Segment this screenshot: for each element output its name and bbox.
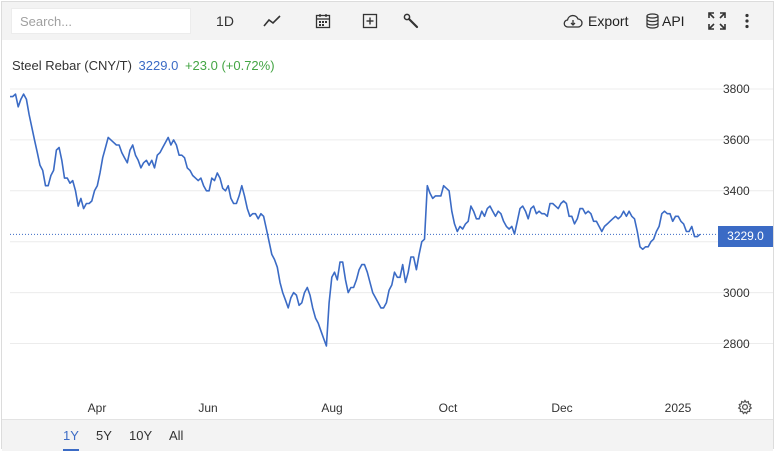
tools-button[interactable] [400, 9, 422, 33]
api-label: API [662, 13, 685, 29]
instrument-title: Steel Rebar (CNY/T) 3229.0 +23.0 (+0.72%… [12, 58, 275, 73]
x-tick-label: Apr [87, 401, 107, 415]
y-tick-label: 2800 [723, 336, 750, 351]
instrument-price: 3229.0 [138, 58, 179, 73]
interval-label: 1D [216, 13, 234, 29]
range-10y[interactable]: 10Y [129, 428, 153, 443]
fullscreen-button[interactable] [706, 9, 728, 33]
x-tick-label: Jun [198, 401, 218, 415]
y-tick-label: 3600 [723, 132, 750, 147]
calendar-button[interactable] [312, 9, 334, 33]
export-label: Export [588, 13, 629, 29]
toolbar: 1D Export [2, 2, 773, 40]
export-button[interactable]: Export [563, 9, 628, 33]
settings-button[interactable] [737, 399, 753, 420]
y-tick-label: 3000 [723, 285, 750, 300]
instrument-change: +23.0 (+0.72%) [184, 58, 275, 73]
vertical-dots-icon [745, 13, 749, 29]
instrument-name: Steel Rebar (CNY/T) [12, 58, 132, 73]
database-icon [646, 13, 659, 29]
last-price-tag: 3229.0 [718, 226, 773, 247]
calendar-icon [315, 13, 331, 29]
y-tick-label: 3800 [723, 82, 750, 96]
wrench-icon [403, 13, 419, 29]
fullscreen-icon [708, 12, 726, 30]
x-tick-label: Oct [438, 401, 458, 415]
x-tick-label: 2025 [664, 401, 692, 415]
x-tick-label: Dec [551, 401, 573, 415]
search-input[interactable] [11, 8, 191, 34]
y-tick-label: 3400 [723, 183, 750, 198]
price-series-line [10, 93, 701, 347]
gear-icon [737, 399, 753, 419]
price-chart[interactable] [2, 40, 773, 418]
range-all[interactable]: All [169, 428, 184, 443]
chart-type-button[interactable] [261, 9, 283, 33]
line-chart-icon [263, 14, 281, 28]
add-indicator-button[interactable] [359, 9, 381, 33]
range-5y[interactable]: 5Y [96, 428, 112, 443]
range-1y[interactable]: 1Y [63, 428, 79, 451]
range-bar: 1Y 5Y 10Y All [2, 419, 773, 451]
more-button[interactable] [740, 9, 754, 33]
api-button[interactable]: API [646, 9, 685, 33]
x-tick-label: Aug [321, 401, 343, 415]
interval-button[interactable]: 1D [214, 9, 236, 33]
plus-box-icon [362, 13, 378, 29]
cloud-download-icon [563, 14, 583, 29]
